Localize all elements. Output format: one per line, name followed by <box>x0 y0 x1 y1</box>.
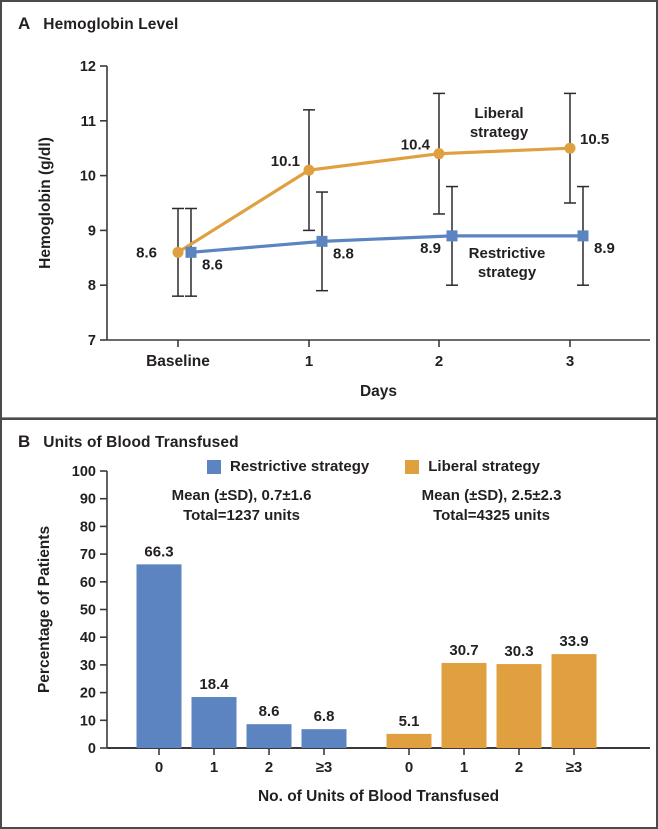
line-restrictive <box>190 234 583 254</box>
group-annotation-liberal: Mean (±SD), 2.5±2.3 Total=4325 units <box>422 487 562 524</box>
svg-text:8.6: 8.6 <box>259 703 280 720</box>
panel-a-letter: A <box>18 14 31 33</box>
legend-item-liberal: Liberal strategy <box>405 458 540 475</box>
svg-text:7: 7 <box>88 333 96 349</box>
svg-text:8.6: 8.6 <box>202 256 223 273</box>
line-liberal <box>177 146 571 254</box>
svg-text:Total=1237 units: Total=1237 units <box>183 507 300 524</box>
svg-text:10.5: 10.5 <box>580 131 609 148</box>
svg-text:60: 60 <box>80 575 96 591</box>
panel-b-header: B Units of Blood Transfused <box>2 420 656 456</box>
svg-text:9: 9 <box>88 223 96 239</box>
svg-text:1: 1 <box>210 759 218 776</box>
svg-text:50: 50 <box>80 603 96 619</box>
svg-text:strategy: strategy <box>478 264 537 281</box>
svg-text:18.4: 18.4 <box>199 676 229 693</box>
svg-text:≥3: ≥3 <box>316 759 333 776</box>
svg-text:10.4: 10.4 <box>401 137 431 154</box>
markers-liberal <box>172 142 576 258</box>
svg-text:≥3: ≥3 <box>566 759 583 776</box>
liberal-color-swatch <box>405 459 420 474</box>
svg-text:0: 0 <box>155 759 163 776</box>
svg-text:0: 0 <box>405 759 413 776</box>
legend-item-restrictive: Restrictive strategy <box>207 458 369 475</box>
panel-b-letter: B <box>18 432 31 451</box>
bars-restrictive <box>136 564 347 748</box>
axes <box>100 65 650 347</box>
bars-liberal <box>386 654 597 748</box>
svg-text:80: 80 <box>80 519 96 535</box>
svg-text:2: 2 <box>435 353 443 370</box>
svg-text:8.9: 8.9 <box>420 240 441 257</box>
svg-text:1: 1 <box>305 353 313 370</box>
point-labels-liberal: 8.6 10.1 10.4 10.5 <box>136 131 609 261</box>
svg-text:Liberal: Liberal <box>474 105 523 122</box>
svg-text:0: 0 <box>88 741 96 757</box>
svg-text:8.8: 8.8 <box>333 245 354 262</box>
svg-text:10: 10 <box>80 169 96 185</box>
svg-text:6.8: 6.8 <box>314 708 335 725</box>
bar-value-labels-restrictive: 66.3 18.4 8.6 6.8 <box>144 543 334 725</box>
panel-b: B Units of Blood Transfused Restrictive … <box>2 418 656 827</box>
markers-restrictive <box>185 230 589 258</box>
svg-text:Mean (±SD), 2.5±2.3: Mean (±SD), 2.5±2.3 <box>422 487 562 504</box>
svg-text:8.9: 8.9 <box>594 240 615 257</box>
svg-text:strategy: strategy <box>470 124 529 141</box>
panel-a-header: A Hemoglobin Level <box>2 2 656 38</box>
legend-label-liberal: Liberal strategy <box>428 458 540 475</box>
svg-text:70: 70 <box>80 547 96 563</box>
panel-b-title: Units of Blood Transfused <box>43 434 239 451</box>
svg-text:100: 100 <box>72 464 96 480</box>
svg-text:Hemoglobin (g/dl): Hemoglobin (g/dl) <box>37 137 54 269</box>
restrictive-color-swatch <box>207 459 221 474</box>
svg-text:11: 11 <box>81 114 96 130</box>
strategy-annotation: Restrictive strategy <box>469 245 546 281</box>
point-labels-restrictive: 8.6 8.8 8.9 8.9 <box>202 240 615 273</box>
strategy-annotation: Liberal strategy <box>470 105 529 141</box>
svg-text:2: 2 <box>265 759 273 776</box>
svg-text:2: 2 <box>515 759 523 776</box>
svg-text:10.1: 10.1 <box>271 153 300 170</box>
legend-label-restrictive: Restrictive strategy <box>230 458 370 475</box>
svg-text:90: 90 <box>80 492 96 508</box>
svg-text:3: 3 <box>566 353 574 370</box>
svg-text:33.9: 33.9 <box>559 633 588 650</box>
svg-text:30.3: 30.3 <box>504 643 533 660</box>
panel-a: A Hemoglobin Level 7 8 9 10 11 12 Baseline 1 2 3 D… <box>2 2 656 418</box>
bar-value-labels-liberal: 5.1 30.7 30.3 33.9 <box>399 633 589 730</box>
group-annotation-restrictive: Mean (±SD), 0.7±1.6 Total=1237 units <box>172 487 312 524</box>
svg-text:8.6: 8.6 <box>136 244 157 261</box>
svg-text:Percentage of Patients: Percentage of Patients <box>36 526 53 693</box>
svg-text:Baseline: Baseline <box>146 353 210 370</box>
svg-text:8: 8 <box>88 278 96 294</box>
svg-text:Mean (±SD), 0.7±1.6: Mean (±SD), 0.7±1.6 <box>172 487 312 504</box>
chart-legend: Restrictive strategy Liberal strategy <box>207 458 540 475</box>
svg-text:Total=4325 units: Total=4325 units <box>433 507 550 524</box>
svg-text:12: 12 <box>80 59 96 75</box>
svg-text:Restrictive: Restrictive <box>469 245 546 262</box>
svg-text:Days: Days <box>360 383 397 400</box>
svg-text:40: 40 <box>80 630 96 646</box>
svg-text:5.1: 5.1 <box>399 713 420 730</box>
svg-text:20: 20 <box>80 686 96 702</box>
svg-text:66.3: 66.3 <box>144 543 173 560</box>
svg-text:30.7: 30.7 <box>449 642 478 659</box>
svg-text:No. of Units of Blood Transfus: No. of Units of Blood Transfused <box>258 788 499 805</box>
svg-text:10: 10 <box>80 713 96 729</box>
svg-text:30: 30 <box>80 658 96 674</box>
svg-text:1: 1 <box>460 759 468 776</box>
panel-a-title: Hemoglobin Level <box>43 16 179 33</box>
